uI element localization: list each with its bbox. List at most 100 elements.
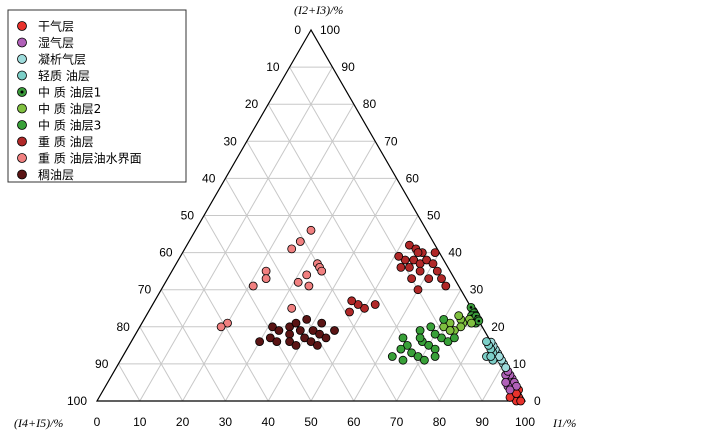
data-point — [443, 337, 453, 347]
data-point — [516, 396, 526, 406]
data-point — [274, 326, 284, 335]
data-point — [317, 266, 327, 276]
data-points — [216, 225, 526, 406]
data-point — [302, 270, 312, 280]
data-point — [261, 266, 271, 276]
data-point — [419, 355, 429, 365]
data-point — [287, 303, 297, 313]
data-point — [265, 333, 275, 343]
data-point — [437, 333, 446, 343]
data-point — [353, 300, 363, 309]
data-point-dot — [469, 306, 473, 309]
data-point — [321, 333, 331, 343]
right-tick-label: 40 — [448, 246, 462, 260]
right-tick-label: 0 — [534, 394, 541, 408]
data-point — [404, 240, 414, 250]
data-point — [413, 248, 423, 258]
data-point — [486, 352, 496, 361]
data-point — [445, 326, 455, 335]
data-point — [449, 333, 459, 343]
data-point — [345, 307, 354, 317]
series-5 — [439, 311, 476, 335]
left-tick-label: 10 — [266, 60, 280, 74]
data-point — [407, 274, 417, 284]
data-point — [422, 255, 432, 265]
data-point — [409, 255, 419, 265]
left-axis-title: (I4+I5)/% — [14, 416, 63, 430]
data-point — [404, 262, 414, 272]
data-point — [255, 337, 265, 347]
data-point — [430, 352, 440, 361]
left-tick-label: 30 — [223, 134, 237, 148]
data-point — [398, 355, 408, 365]
data-point — [304, 281, 314, 291]
right-tick-label: 30 — [470, 283, 484, 297]
series-8 — [216, 225, 327, 332]
bottom-tick-label: 100 — [515, 415, 535, 429]
data-point — [312, 340, 322, 350]
data-point — [482, 337, 491, 347]
grid-line — [139, 326, 184, 402]
data-point — [396, 262, 406, 272]
grid-line — [139, 66, 333, 402]
legend-label: 轻质 油层 — [38, 69, 90, 83]
data-point — [317, 318, 327, 328]
data-point — [512, 381, 521, 391]
data-point — [430, 248, 440, 258]
data-point — [268, 322, 277, 332]
bottom-tick-label: 70 — [390, 415, 404, 429]
data-point — [430, 329, 440, 339]
grid-line — [481, 363, 505, 402]
left-tick-label: 20 — [245, 97, 259, 111]
data-point — [223, 318, 232, 328]
data-point — [347, 296, 357, 306]
data-point — [261, 274, 271, 284]
bottom-tick-label: 60 — [347, 415, 361, 429]
left-tick-label: 80 — [116, 320, 130, 334]
bottom-tick-label: 30 — [219, 415, 233, 429]
bottom-tick-label: 40 — [262, 415, 276, 429]
data-point — [300, 333, 310, 343]
data-point — [291, 318, 301, 328]
series-7 — [345, 240, 451, 317]
left-tick-label: 0 — [294, 23, 301, 37]
legend-marker-dot — [20, 90, 24, 94]
bottom-tick-label: 80 — [433, 415, 447, 429]
data-point — [413, 285, 423, 295]
data-point — [285, 337, 295, 347]
data-point — [501, 363, 511, 373]
left-tick-label: 100 — [67, 394, 87, 408]
legend-marker — [17, 21, 27, 31]
series-3 — [482, 337, 498, 365]
data-point — [398, 333, 408, 343]
bottom-tick-label: 90 — [476, 415, 490, 429]
legend-marker — [17, 103, 27, 114]
right-tick-label: 100 — [320, 23, 340, 37]
data-point — [494, 352, 504, 361]
data-point — [400, 255, 410, 265]
bottom-tick-label: 0 — [94, 415, 101, 429]
data-point — [413, 352, 423, 361]
data-point — [467, 318, 476, 328]
left-tick-label: 50 — [181, 209, 195, 223]
series-9 — [255, 314, 339, 350]
data-point — [308, 326, 318, 335]
right-tick-label: 60 — [406, 171, 420, 185]
grid-line — [224, 141, 376, 402]
data-point — [291, 340, 301, 350]
data-point — [287, 244, 297, 254]
grid-line — [289, 66, 483, 402]
bottom-tick-label: 10 — [133, 415, 147, 429]
data-point — [424, 274, 434, 284]
data-point — [505, 385, 515, 395]
legend-label: 湿气层 — [38, 35, 74, 50]
data-point — [272, 337, 282, 347]
right-tick-label: 70 — [384, 134, 398, 148]
grid-line — [160, 289, 226, 402]
right-tick-label: 50 — [427, 209, 441, 223]
data-point — [432, 266, 442, 276]
data-point — [396, 344, 406, 354]
data-point — [415, 266, 425, 276]
bottom-tick-label: 20 — [176, 415, 190, 429]
